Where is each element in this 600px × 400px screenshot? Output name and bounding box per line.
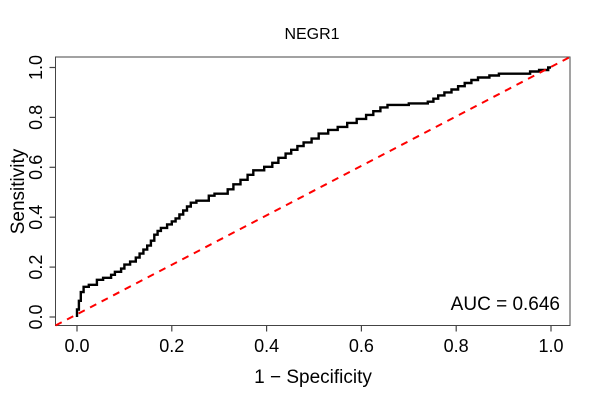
y-tick-label: 0.8 xyxy=(26,105,46,130)
roc-curve xyxy=(75,66,551,317)
chance-diagonal-line xyxy=(55,56,571,327)
x-tick-label: 0.6 xyxy=(349,336,374,356)
x-tick-label: 0.0 xyxy=(64,336,89,356)
auc-annotation: AUC = 0.646 xyxy=(451,294,560,315)
x-axis-label: 1 − Specificity xyxy=(254,367,372,388)
y-tick-label: 0.6 xyxy=(26,155,46,180)
plot-title: NEGR1 xyxy=(284,26,339,43)
y-tick-label: 0.4 xyxy=(26,205,46,230)
plot-box xyxy=(55,56,571,326)
chart-generated-layer: 0.0 0.2 0.4 0.6 0.8 1.0 0.0 0.2 0.4 0.6 0.8 1.0 xyxy=(26,55,571,356)
x-tick-label: 1.0 xyxy=(538,336,563,356)
y-tick-label: 0.2 xyxy=(26,255,46,280)
x-tick-label: 0.8 xyxy=(444,336,469,356)
y-axis-label: Sensitivity xyxy=(8,148,29,234)
y-tick-label: 1.0 xyxy=(26,55,46,80)
x-tick-label: 0.4 xyxy=(254,336,279,356)
y-tick-label: 0.0 xyxy=(26,304,46,329)
x-tick-label: 0.2 xyxy=(159,336,184,356)
